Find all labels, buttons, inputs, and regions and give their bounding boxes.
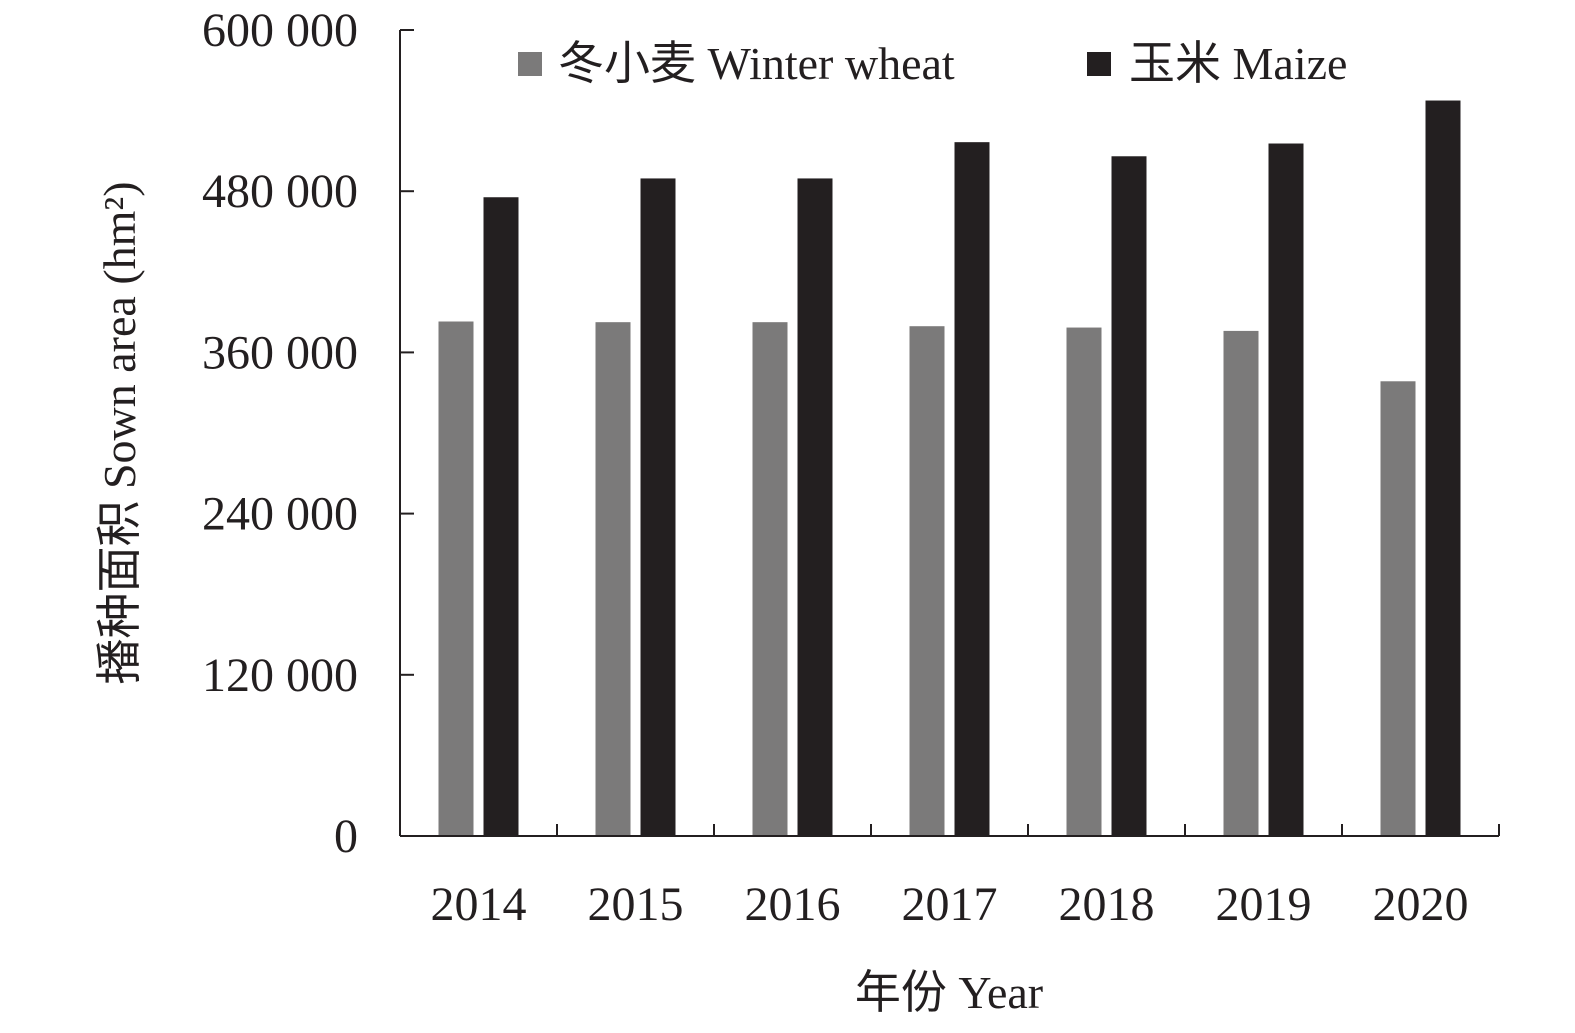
x-tick-label-2018: 2018 <box>1059 878 1155 931</box>
bar-winter-wheat-2014 <box>438 321 474 837</box>
y-tick-label: 600 000 <box>202 4 358 57</box>
bar-winter-wheat-2018 <box>1066 327 1102 836</box>
bar-winter-wheat-2019 <box>1223 330 1259 836</box>
y-tick-label: 120 000 <box>202 649 358 702</box>
bar-maize-2015 <box>640 178 676 836</box>
legend-label-maize: 玉米 Maize <box>1129 38 1347 89</box>
x-tick-label-2015: 2015 <box>588 878 684 931</box>
bar-maize-2016 <box>797 178 833 836</box>
y-tick-labels: 0 120 000 240 000 360 000 480 000 600 000 <box>202 4 358 863</box>
x-tick-label-2017: 2017 <box>902 878 998 931</box>
legend: 冬小麦 Winter wheat 玉米 Maize <box>518 38 1347 89</box>
x-tick-labels: 2014 2015 2016 2017 2018 2019 2020 <box>431 878 1469 931</box>
bars-layer <box>438 100 1461 837</box>
bar-maize-2020 <box>1425 100 1461 836</box>
x-tick-label-2019: 2019 <box>1216 878 1312 931</box>
y-tick-label: 360 000 <box>202 326 358 379</box>
bar-winter-wheat-2020 <box>1380 381 1416 836</box>
axes-layer <box>399 29 1500 837</box>
bar-maize-2017 <box>954 142 990 836</box>
x-axis-title: 年份 Year <box>855 967 1043 1018</box>
x-tick-label-2014: 2014 <box>431 878 527 931</box>
y-tick-label: 0 <box>334 810 358 863</box>
bar-winter-wheat-2016 <box>752 322 788 836</box>
bar-winter-wheat-2015 <box>595 322 631 836</box>
bar-maize-2014 <box>483 197 519 836</box>
y-tick-label: 240 000 <box>202 488 358 541</box>
bar-maize-2018 <box>1111 156 1147 837</box>
y-axis-title: 播种面积 Sown area (hm²) <box>94 181 145 684</box>
x-tick-label-2016: 2016 <box>745 878 841 931</box>
y-tick-label: 480 000 <box>202 165 358 218</box>
legend-label-winter-wheat: 冬小麦 Winter wheat <box>558 38 955 89</box>
x-tick-label-2020: 2020 <box>1373 878 1469 931</box>
legend-swatch-winter-wheat <box>518 52 542 76</box>
bar-maize-2019 <box>1268 143 1304 837</box>
legend-swatch-maize <box>1087 52 1111 76</box>
bar-winter-wheat-2017 <box>909 326 945 836</box>
